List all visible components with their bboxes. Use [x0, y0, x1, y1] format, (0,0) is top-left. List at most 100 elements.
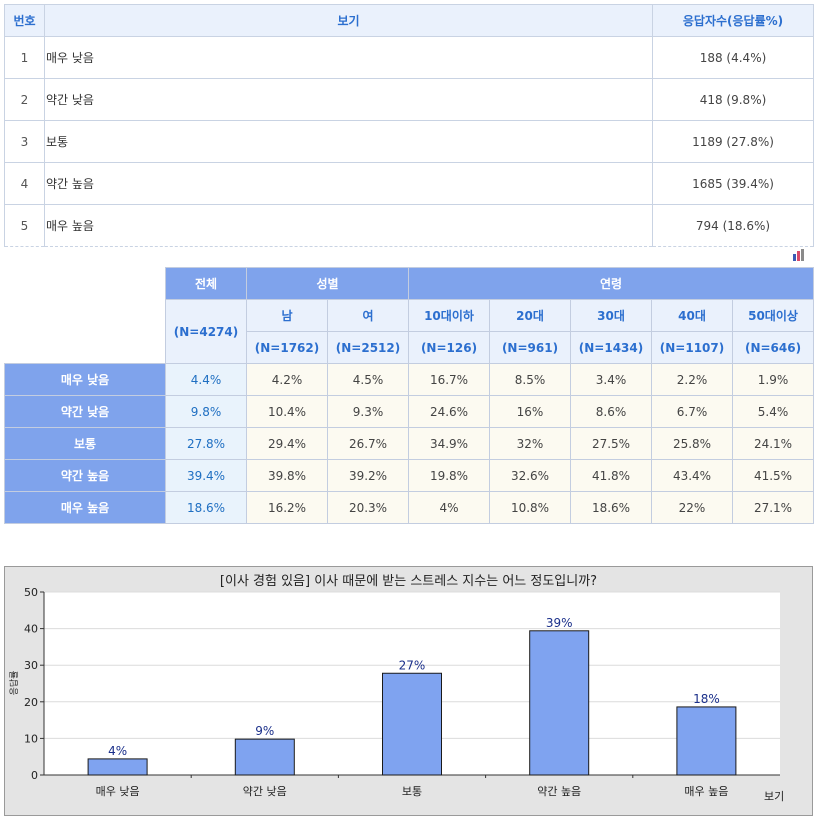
category-label: 매우 높음 [684, 785, 728, 798]
cell-value: 22% [651, 491, 733, 524]
row-label: 매우 높음 [4, 491, 166, 524]
y-axis-label: 응답률 [8, 671, 20, 696]
header-option: 보기 [44, 4, 653, 37]
row-label: 약간 낮음 [4, 395, 166, 428]
answer-num: 1 [4, 36, 45, 79]
bar-chart-icon[interactable] [792, 249, 806, 261]
bar [382, 672, 442, 776]
total-header: 전체 [165, 267, 247, 300]
cross-row: 매우 높음 18.6% 16.2% 20.3% 4% 10.8% 18.6% 22% 27.1% [4, 491, 815, 524]
cell-value: 39.2% [327, 459, 409, 492]
bar [529, 630, 590, 776]
cell-value: 20.3% [327, 491, 409, 524]
group-header-age: 연령 [407, 267, 815, 300]
column-n: (N=646) [731, 331, 815, 364]
cell-value: 9.3% [327, 395, 409, 428]
answer-row: 2 약간 낮음 418 (9.8%) [4, 78, 814, 121]
column-n: (N=2512) [327, 331, 409, 364]
column-header: 여 [327, 299, 409, 332]
y-tick-label: 0 [31, 769, 38, 782]
category-label: 매우 낮음 [96, 785, 140, 798]
total-value: 9.8% [165, 395, 247, 428]
column-header: 30대 [570, 299, 652, 332]
x-axis-label: 보기 [764, 790, 784, 803]
cross-table: 전체 성별 연령 (N=4274) 남 여 10대이하 20대 30대 40대 50대이상 … [4, 267, 815, 524]
answer-num: 5 [4, 204, 45, 247]
y-tick-label: 10 [24, 732, 38, 745]
row-label: 매우 낮음 [4, 363, 166, 396]
cell-value: 27.1% [731, 491, 815, 524]
answer-label: 약간 낮음 [44, 78, 653, 121]
cell-value: 41.5% [731, 459, 815, 492]
answer-num: 2 [4, 78, 45, 121]
corner-blank [4, 267, 166, 364]
cell-value: 19.8% [408, 459, 490, 492]
cross-row: 약간 높음 39.4% 39.8% 39.2% 19.8% 32.6% 41.8% 43.4%… [4, 459, 815, 492]
answer-count: 794 (18.6%) [652, 204, 814, 247]
cell-value: 41.8% [570, 459, 652, 492]
bar [676, 706, 737, 776]
answer-table: 번호 보기 응답자수(응답률%) 1 매우 낮음 188 (4.4%) 2 약간 낮음 4… [4, 4, 814, 247]
answer-label: 약간 높음 [44, 162, 653, 205]
column-header: 10대이하 [408, 299, 490, 332]
answer-num: 3 [4, 120, 45, 163]
answer-label: 매우 낮음 [44, 36, 653, 79]
category-label: 보통 [402, 785, 422, 798]
cell-value: 34.9% [408, 427, 490, 460]
cell-value: 18.6% [570, 491, 652, 524]
cell-value: 4.5% [327, 363, 409, 396]
cell-value: 3.4% [570, 363, 652, 396]
cell-value: 2.2% [651, 363, 733, 396]
cell-value: 4.2% [246, 363, 328, 396]
row-label: 약간 높음 [4, 459, 166, 492]
answer-row: 5 매우 높음 794 (18.6%) [4, 204, 814, 247]
column-n: (N=126) [408, 331, 490, 364]
cell-value: 4% [408, 491, 490, 524]
total-value: 4.4% [165, 363, 247, 396]
category-label: 약간 낮음 [243, 784, 287, 798]
cell-value: 8.5% [489, 363, 571, 396]
header-num: 번호 [4, 4, 45, 37]
chart-title: [이사 경험 있음] 이사 때문에 받는 스트레스 지수는 어느 정도입니까? [219, 574, 598, 589]
cell-value: 39.8% [246, 459, 328, 492]
answer-count: 188 (4.4%) [652, 36, 814, 79]
answer-table-header: 번호 보기 응답자수(응답률%) [4, 4, 814, 37]
cell-value: 32% [489, 427, 571, 460]
cell-value: 27.5% [570, 427, 652, 460]
answer-num: 4 [4, 162, 45, 205]
y-tick-label: 30 [24, 659, 38, 672]
cell-value: 25.8% [651, 427, 733, 460]
y-tick-label: 40 [24, 623, 38, 636]
answer-count: 418 (9.8%) [652, 78, 814, 121]
y-tick-label: 20 [24, 696, 38, 709]
row-label: 보통 [4, 427, 166, 460]
cell-value: 24.1% [731, 427, 815, 460]
column-header: 50대이상 [731, 299, 815, 332]
y-tick-label: 50 [24, 586, 38, 599]
header-count: 응답자수(응답률%) [652, 4, 814, 37]
column-header: 남 [246, 299, 328, 332]
cell-value: 24.6% [408, 395, 490, 428]
cell-value: 43.4% [651, 459, 733, 492]
data-label: 27% [399, 658, 426, 672]
cell-value: 6.7% [651, 395, 733, 428]
answer-row: 1 매우 낮음 188 (4.4%) [4, 36, 814, 79]
data-label: 18% [693, 692, 720, 706]
cell-value: 8.6% [570, 395, 652, 428]
cell-value: 1.9% [731, 363, 815, 396]
cross-row: 매우 낮음 4.4% 4.2% 4.5% 16.7% 8.5% 3.4% 2.2% 1.9% [4, 363, 815, 396]
answer-label: 매우 높음 [44, 204, 653, 247]
data-label: 39% [546, 616, 573, 630]
column-header: 40대 [651, 299, 733, 332]
cell-value: 10.4% [246, 395, 328, 428]
column-n: (N=1762) [246, 331, 328, 364]
answer-count: 1189 (27.8%) [652, 120, 814, 163]
total-value: 27.8% [165, 427, 247, 460]
cross-row: 약간 낮음 9.8% 10.4% 9.3% 24.6% 16% 8.6% 6.7% 5.4% [4, 395, 815, 428]
bar [87, 758, 148, 776]
total-n: (N=4274) [165, 299, 247, 364]
column-header: 20대 [489, 299, 571, 332]
chart-panel: [이사 경험 있음] 이사 때문에 받는 스트레스 지수는 어느 정도입니까? … [4, 566, 813, 816]
data-label: 9% [255, 724, 274, 738]
cell-value: 5.4% [731, 395, 815, 428]
